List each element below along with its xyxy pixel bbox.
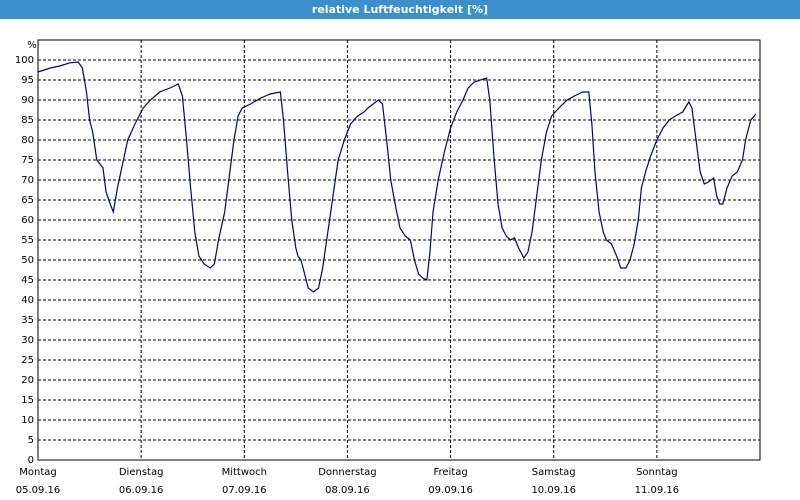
y-tick-label: 25 <box>21 355 34 366</box>
x-tick-label: Montag <box>19 467 56 478</box>
y-tick-label: 90 <box>21 95 34 106</box>
y-tick-label: 95 <box>21 75 34 86</box>
x-tick-label: Mittwoch <box>222 467 267 478</box>
x-tick-date: 11.09.16 <box>635 485 680 496</box>
x-tick-label: Freitag <box>433 467 467 478</box>
y-tick-label: 75 <box>21 155 34 166</box>
x-tick-date: 10.09.16 <box>531 485 576 496</box>
x-tick-label: Samstag <box>532 467 576 478</box>
y-tick-label: 50 <box>21 255 34 266</box>
x-tick-date: 06.09.16 <box>119 485 164 496</box>
x-tick-date: 07.09.16 <box>222 485 267 496</box>
y-tick-label: 85 <box>21 115 34 126</box>
y-axis-label: % <box>27 40 37 51</box>
y-tick-label: 15 <box>21 395 34 406</box>
y-tick-label: 70 <box>21 175 34 186</box>
y-tick-label: 5 <box>28 435 34 446</box>
y-tick-label: 20 <box>21 375 34 386</box>
y-tick-label: 35 <box>21 315 34 326</box>
y-tick-label: 30 <box>21 335 34 346</box>
y-tick-label: 65 <box>21 195 34 206</box>
y-tick-label: 0 <box>28 455 34 466</box>
x-tick-date: 08.09.16 <box>325 485 370 496</box>
y-tick-label: 100 <box>15 55 34 66</box>
y-tick-label: 40 <box>21 295 34 306</box>
plot-frame <box>37 39 761 461</box>
y-tick-label: 55 <box>21 235 34 246</box>
y-tick-label: 80 <box>21 135 34 146</box>
data-line <box>37 61 757 293</box>
y-tick-label: 10 <box>21 415 34 426</box>
y-tick-label: 45 <box>21 275 34 286</box>
x-tick-label: Dienstag <box>119 467 164 478</box>
y-tick-label: 60 <box>21 215 34 226</box>
x-tick-date: 09.09.16 <box>428 485 473 496</box>
chart-title: relative Luftfeuchtigkeit [%] <box>0 0 800 19</box>
x-tick-label: Sonntag <box>636 467 678 478</box>
x-tick-date: 05.09.16 <box>16 485 61 496</box>
x-tick-label: Donnerstag <box>318 467 376 478</box>
